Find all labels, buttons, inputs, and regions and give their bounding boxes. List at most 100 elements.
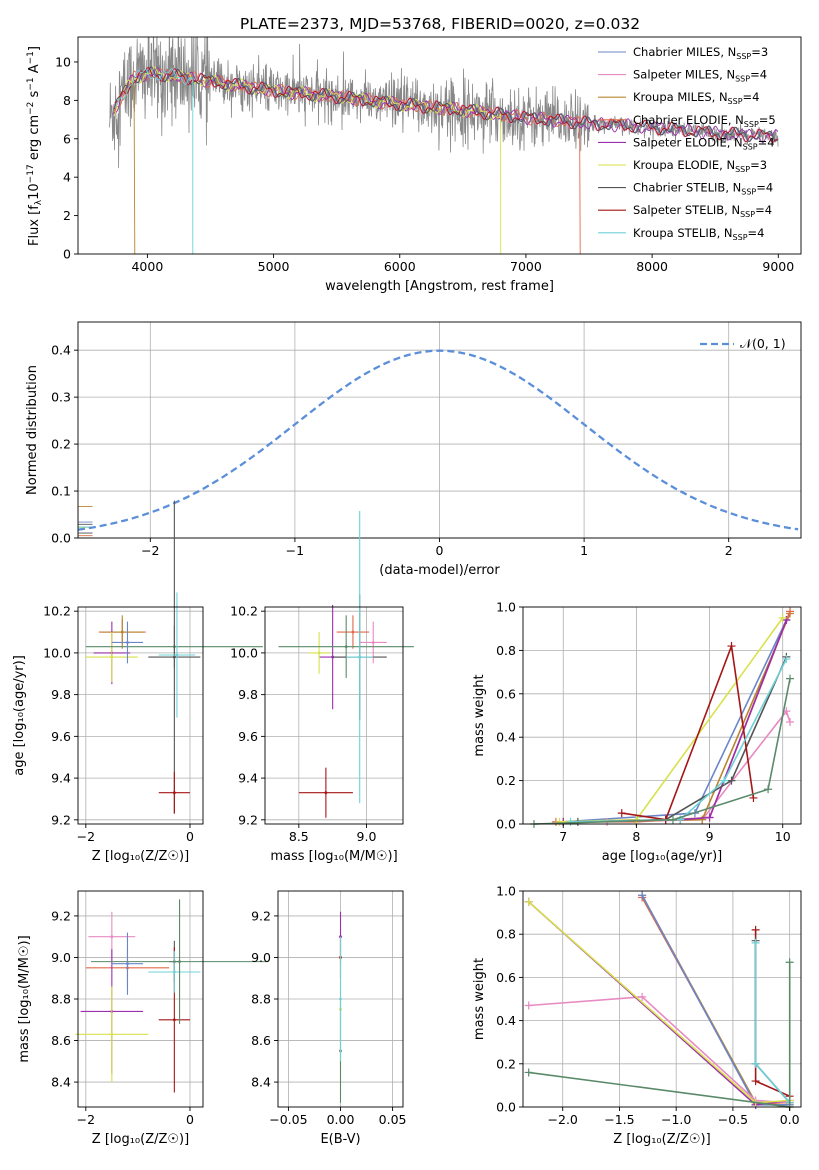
data-point [172, 970, 176, 974]
model-spectrum-line-3 [112, 68, 581, 254]
y-tick-label: 10.2 [230, 604, 258, 619]
x-tick-label: 0.0 [780, 1112, 800, 1127]
y-tick-label: 8.4 [251, 1075, 271, 1090]
legend-entry-sub: SSP [735, 165, 750, 174]
axes-frame [264, 606, 404, 825]
y-tick-label: 9.4 [238, 771, 258, 786]
legend-entry-sub: SSP [728, 97, 743, 106]
x-axis-label: E(B-V) [320, 1132, 360, 1147]
x-tick-label: 9 [706, 829, 714, 844]
weight-vs-Z-marks [524, 891, 794, 1111]
legend-entry-count: =5 [759, 113, 776, 127]
y-tick-label: 0.4 [496, 730, 516, 745]
weight-marker [555, 817, 564, 826]
legend-entry-count: =3 [751, 45, 768, 59]
y-tick-label: 0.8 [496, 643, 516, 658]
y-axis-label-part: A [27, 64, 42, 77]
legend-entry-count: =4 [755, 203, 772, 217]
data-point [178, 960, 181, 964]
y-tick-label: 9.6 [51, 729, 71, 744]
mass-vs-ebv-marks [339, 911, 342, 1103]
weight-marker [764, 785, 773, 794]
y-axis-label: Flux [fλ10−17 erg cm−2 s−1 A−1] [26, 46, 44, 246]
data-point [351, 630, 355, 634]
legend-entry: Kroupa MILES, NSSP=4 [633, 90, 759, 106]
legend-entry-count: =3 [750, 158, 767, 172]
y-tick-label: 0.2 [51, 437, 71, 452]
model-spectrum-line-8 [114, 68, 194, 254]
data-point [110, 655, 114, 659]
x-tick-label: 6000 [384, 259, 416, 274]
y-axis-label-part: λ [34, 199, 44, 205]
legend-entry-sub: SSP [743, 142, 758, 151]
weight-series-line-1 [641, 894, 790, 1108]
data-point [172, 791, 176, 795]
legend-entry-count: =4 [748, 226, 765, 240]
y-tick-label: 0.2 [496, 1056, 516, 1071]
legend-entry-count: =4 [758, 135, 775, 149]
y-tick-label: 6 [63, 131, 71, 146]
y-tick-label: 10.2 [43, 604, 71, 619]
x-tick-label: 0 [436, 543, 444, 558]
legend-entry-sub: SSP [744, 120, 759, 129]
weight-marker [524, 1001, 533, 1010]
weight-marker [727, 776, 736, 785]
axes-frame [522, 606, 802, 825]
data-point [339, 935, 342, 939]
legend-entry: Chabrier STELIB, NSSP=4 [633, 181, 773, 197]
x-tick-label: 8000 [636, 259, 668, 274]
x-tick-label: 7000 [510, 259, 542, 274]
histogram-series-8 [78, 526, 93, 538]
y-tick-label: 0.0 [496, 1100, 516, 1115]
y-axis-label-part: −1 [26, 77, 36, 90]
legend-entry-count: =4 [756, 181, 773, 195]
weight-marker [524, 897, 533, 906]
legend-entry-name: Salpeter STELIB, N [633, 203, 740, 217]
x-axis-label: Z [log₁₀(Z/Z☉)] [92, 849, 189, 864]
x-tick-label: −1 [286, 543, 304, 558]
y-tick-label: 0.3 [51, 390, 71, 405]
y-tick-label: 0.0 [496, 817, 516, 832]
y-tick-label: 8.4 [51, 1075, 71, 1090]
weight-marker [786, 607, 795, 616]
legend-entry-sub: SSP [735, 75, 750, 84]
y-axis-label: age [log₁₀(age/yr)] [12, 655, 27, 776]
y-axis-label-part: erg cm [27, 115, 42, 164]
x-axis-label: wavelength [Angstrom, rest frame] [325, 279, 554, 294]
x-tick-label: 8.5 [289, 829, 309, 844]
data-point [358, 655, 362, 659]
figure-title: PLATE=2373, MJD=53768, FIBERID=0020, z=0… [240, 15, 640, 33]
weight-marker [566, 817, 575, 826]
y-tick-label: 8.6 [51, 1033, 71, 1048]
data-point [172, 655, 176, 659]
legend-entry: Chabrier MILES, NSSP=3 [633, 45, 768, 61]
y-tick-label: 0.6 [496, 970, 516, 985]
legend-entry-sub: SSP [736, 52, 751, 61]
weight-marker [786, 674, 795, 683]
weight-series-line-6 [754, 929, 791, 1097]
weight-marker [638, 891, 647, 900]
x-tick-label: 1 [580, 543, 588, 558]
weight-series-line-7 [621, 642, 755, 821]
x-tick-label: 10 [775, 829, 791, 844]
legend-entry-name: Kroupa ELODIE, N [633, 158, 735, 172]
y-axis-label-part: −1 [26, 51, 36, 64]
weight-marker [705, 813, 714, 822]
weight-marker [786, 718, 795, 727]
legend-entry-name: Kroupa STELIB, N [633, 226, 733, 240]
axes-frame [77, 36, 802, 255]
data-point [175, 653, 179, 657]
legend-entry: Chabrier ELODIE, NSSP=5 [633, 113, 776, 129]
age-vs-mass-marks [278, 511, 414, 818]
x-tick-label: 0.00 [327, 1112, 355, 1127]
y-tick-label: 9.4 [51, 771, 71, 786]
y-axis-label-part: −17 [26, 164, 36, 183]
y-tick-label: 9.2 [51, 812, 71, 827]
y-tick-label: 10.0 [43, 645, 71, 660]
y-axis-label: mass [log₁₀(M/M☉)] [17, 935, 32, 1062]
x-axis-label: mass [log₁₀(M/M☉)] [270, 849, 397, 864]
weight-series-line-9 [533, 678, 791, 825]
x-tick-label: 2 [725, 543, 733, 558]
legend-entry-count: =4 [750, 68, 767, 82]
